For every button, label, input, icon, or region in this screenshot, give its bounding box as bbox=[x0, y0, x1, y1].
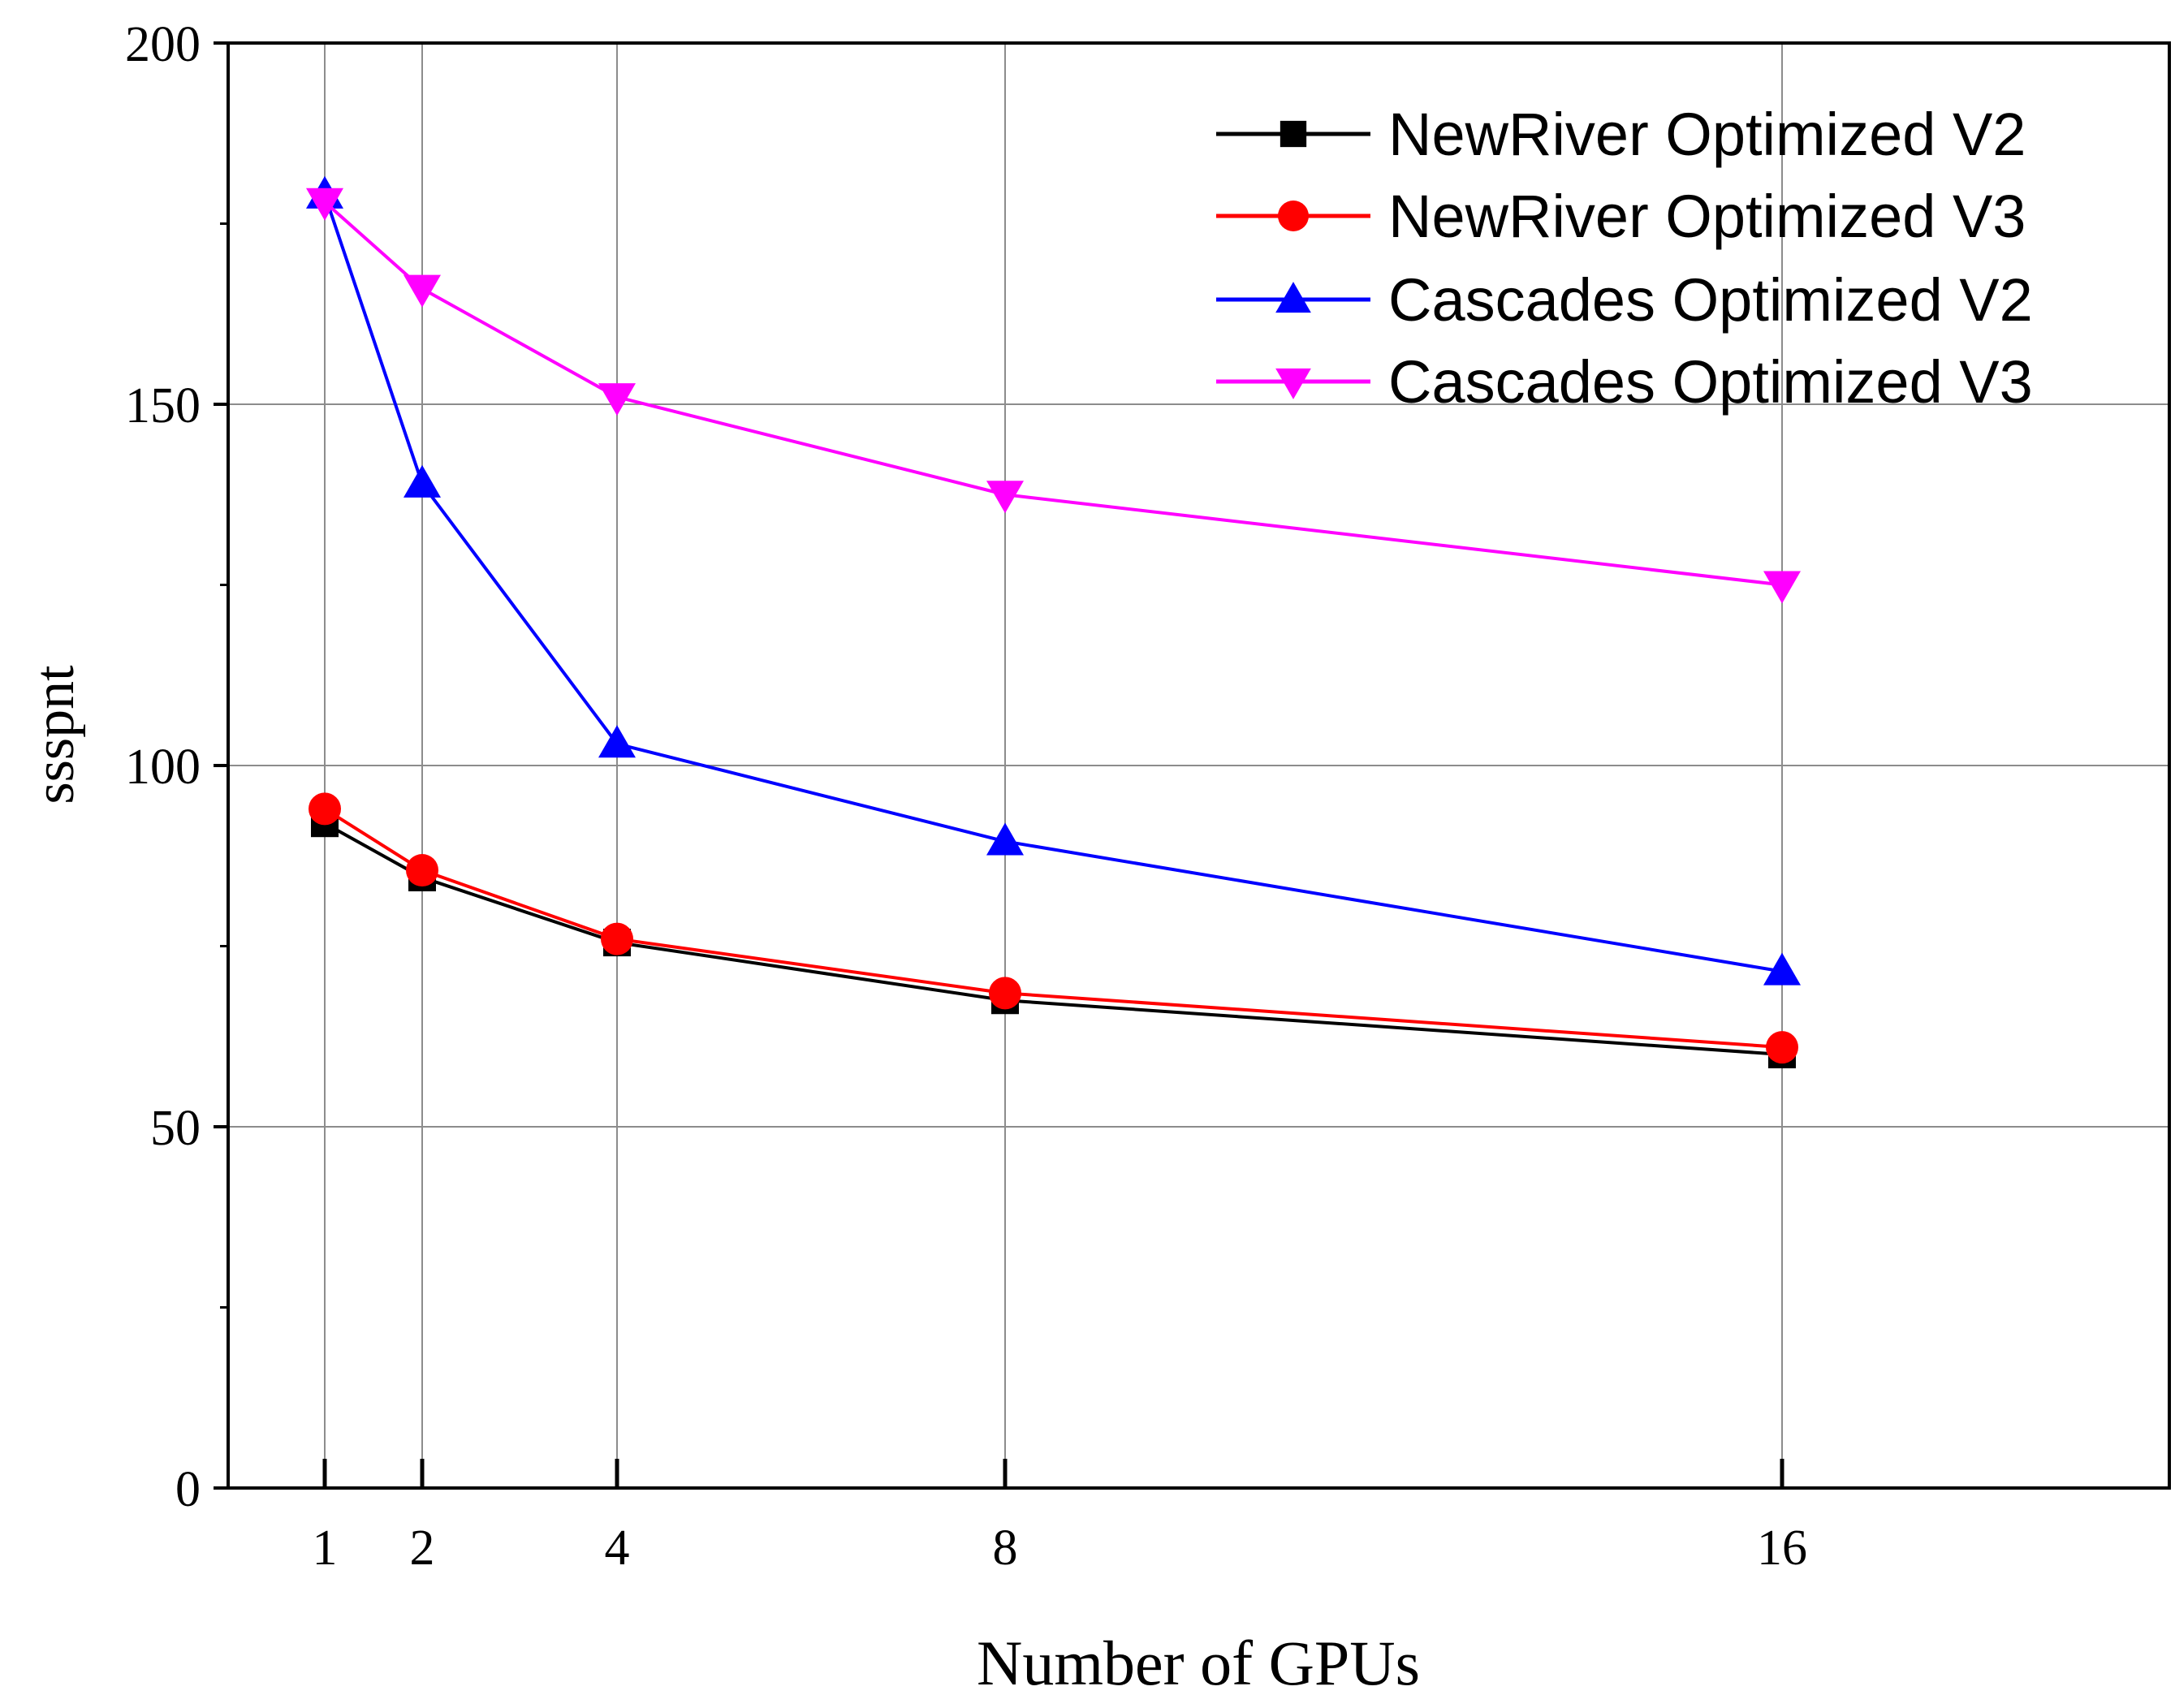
data-point-16 bbox=[1763, 571, 1801, 604]
x-tick-label: 16 bbox=[1757, 1520, 1807, 1576]
legend-item: Cascades Optimized V3 bbox=[1216, 348, 2033, 416]
data-point-16 bbox=[1766, 1031, 1798, 1064]
legend-item: Cascades Optimized V2 bbox=[1216, 266, 2033, 334]
x-tick-label: 8 bbox=[993, 1520, 1018, 1576]
y-tick-label: 200 bbox=[125, 17, 201, 72]
legend: NewRiver Optimized V2 NewRiver Optimized … bbox=[1216, 101, 2033, 416]
data-point-8 bbox=[986, 481, 1024, 514]
y-tick-label: 0 bbox=[175, 1462, 201, 1517]
data-point-2 bbox=[403, 274, 441, 308]
legend-marker bbox=[1275, 368, 1311, 399]
data-point-4 bbox=[601, 922, 633, 955]
y-axis-title: ssspnt bbox=[24, 665, 86, 804]
legend-label: Cascades Optimized V2 bbox=[1388, 266, 2033, 334]
series-line bbox=[324, 822, 1783, 1056]
data-point-1 bbox=[306, 188, 343, 221]
legend-item: NewRiver Optimized V2 bbox=[1216, 101, 2026, 168]
legend-label: NewRiver Optimized V3 bbox=[1388, 183, 2026, 250]
data-point-4 bbox=[598, 383, 636, 416]
data-point-8 bbox=[989, 977, 1021, 1010]
series-layer bbox=[306, 175, 1801, 1068]
legend-marker bbox=[1278, 201, 1309, 231]
series-line bbox=[323, 807, 1783, 1050]
y-tick-label: 50 bbox=[150, 1101, 201, 1156]
data-point-2 bbox=[406, 854, 438, 887]
data-point-4 bbox=[598, 725, 636, 758]
data-point-2 bbox=[403, 464, 441, 498]
x-axis-title: Number of GPUs bbox=[977, 1628, 1420, 1698]
x-tick-label: 2 bbox=[410, 1520, 435, 1576]
series-2 bbox=[309, 792, 1798, 1064]
axis-labels: Number of GPUs ssspnt bbox=[24, 665, 1420, 1698]
data-point-8 bbox=[986, 822, 1024, 856]
x-tick-label: 4 bbox=[605, 1520, 630, 1576]
data-point-16 bbox=[1763, 952, 1801, 986]
legend-label: NewRiver Optimized V2 bbox=[1388, 101, 2026, 168]
legend-marker bbox=[1275, 282, 1311, 313]
series-4 bbox=[306, 188, 1801, 604]
legend-item: NewRiver Optimized V3 bbox=[1216, 183, 2026, 250]
legend-label: Cascades Optimized V3 bbox=[1388, 348, 2033, 416]
axis-layer: 0 50 100 150 200 1 2 4 8 16 bbox=[125, 17, 2171, 1576]
y-tick-label: 100 bbox=[125, 740, 201, 795]
y-tick-label: 150 bbox=[125, 378, 201, 433]
data-point-1 bbox=[309, 792, 341, 826]
grid-layer bbox=[228, 43, 2169, 1488]
legend-marker bbox=[1280, 120, 1307, 148]
x-tick-label: 1 bbox=[313, 1520, 338, 1576]
